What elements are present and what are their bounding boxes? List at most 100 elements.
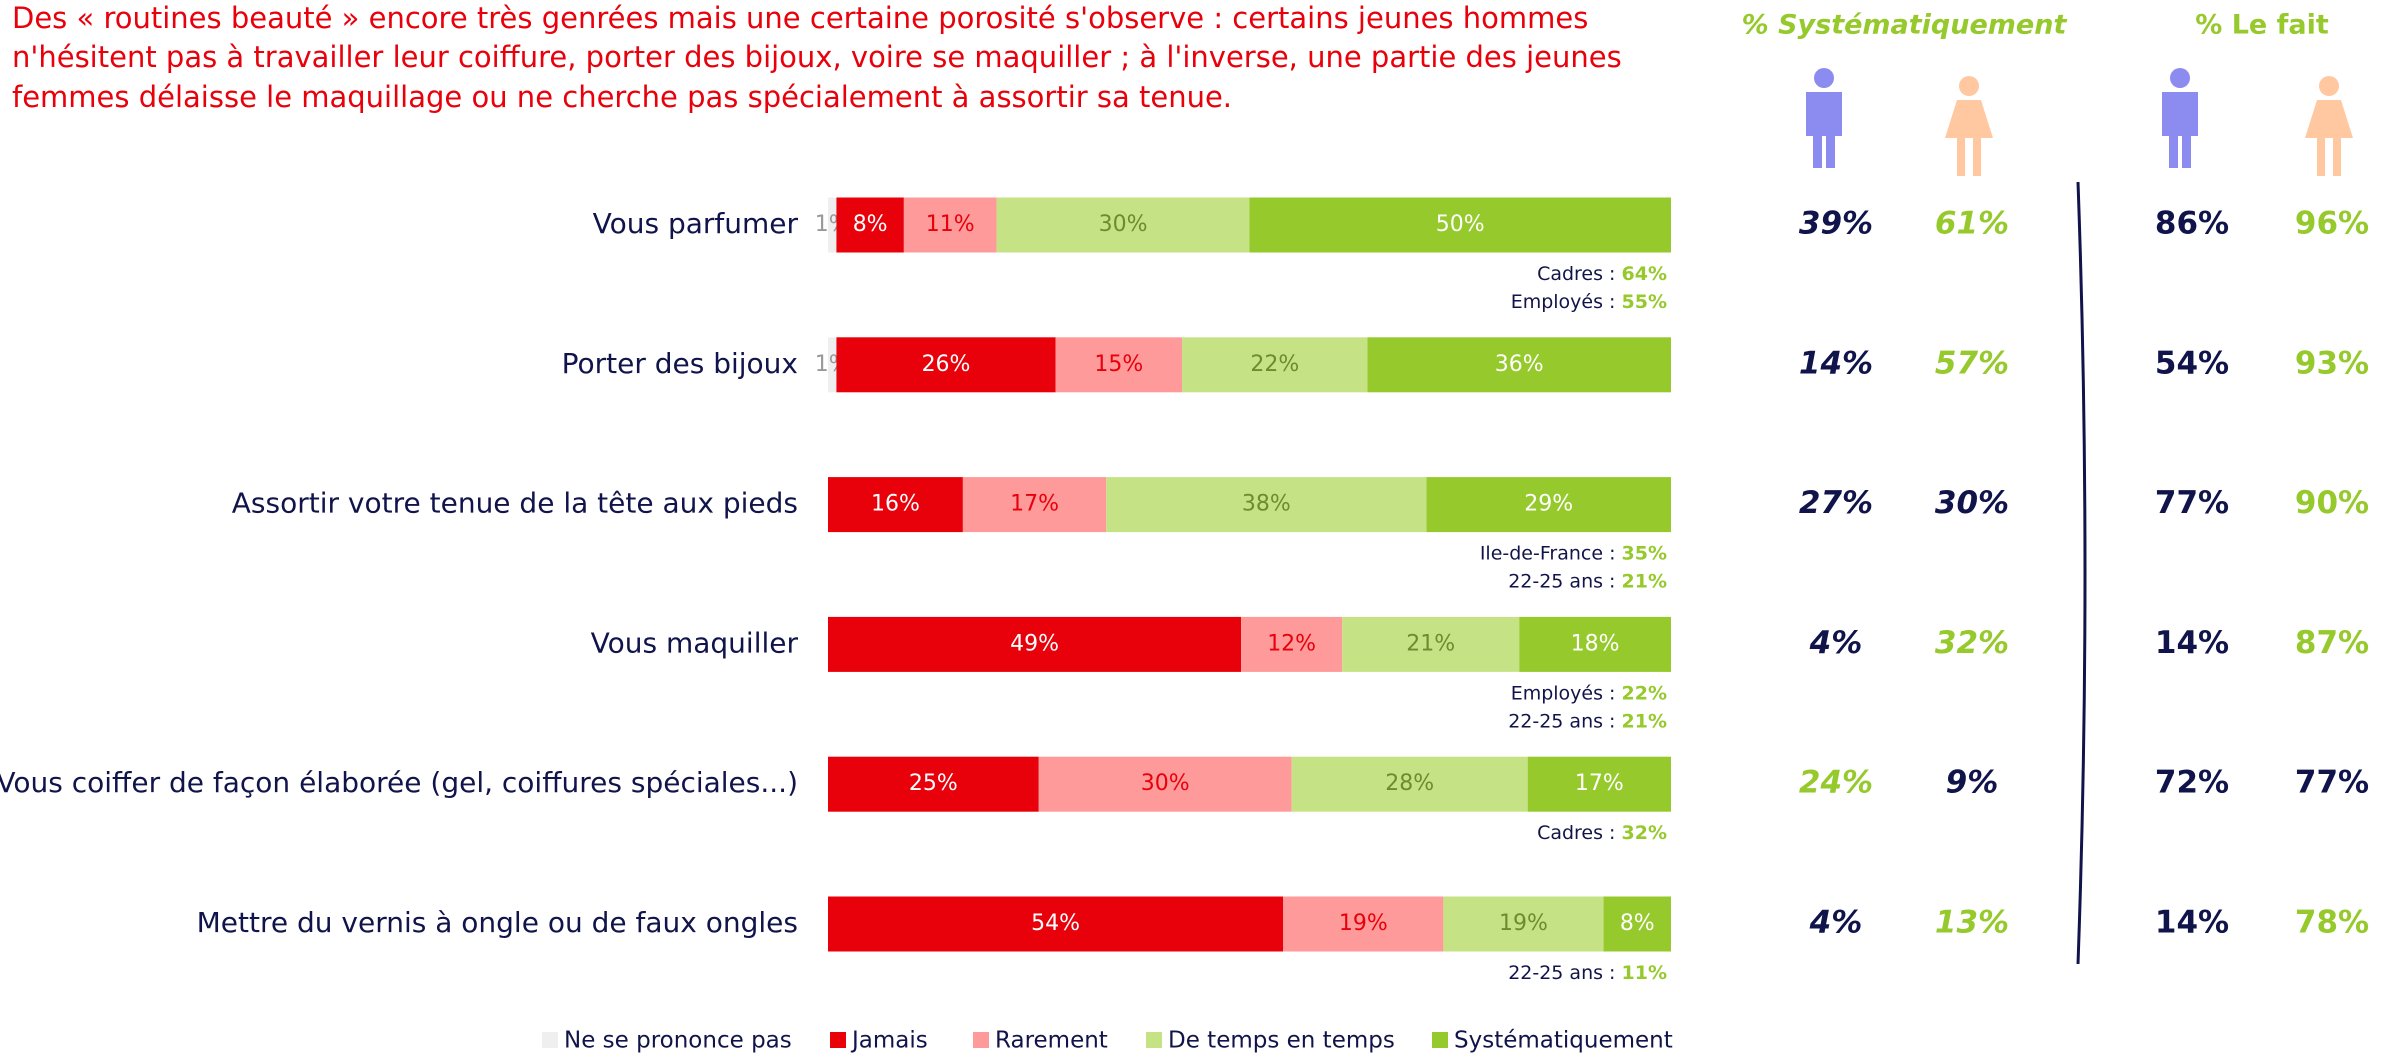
side-value: 4% [1809,625,1863,661]
legend-swatch [1432,1032,1448,1048]
person-icon-body [1945,100,1993,176]
side-value: 4% [1809,905,1863,941]
value-label: 29% [1524,492,1573,517]
bar-segment [828,477,963,533]
value-label: 19% [1499,911,1548,936]
note-label: Employés : [1511,291,1616,313]
value-label: 30% [1141,771,1190,796]
note: 22-25 ans : 21% [1508,710,1667,732]
note: Employés : 55% [1511,291,1667,313]
note-label: 22-25 ans : [1508,570,1615,592]
note: 22-25 ans : 11% [1508,962,1667,984]
bar-segment [1249,197,1671,253]
value-label: 16% [871,492,920,517]
person-icon-body [1806,92,1842,168]
bar-segment [1367,337,1671,393]
note: Cadres : 64% [1537,263,1667,285]
title-line: femmes délaisse le maquillage ou ne cher… [12,80,1232,114]
bar-segment [962,477,1107,533]
bar-segment [1443,896,1604,952]
note-value: 64% [1622,263,1667,285]
bar-segment [1241,616,1343,672]
side-value: 93% [2295,345,2369,381]
bar-segment [1603,896,1671,952]
side-value: 24% [1799,765,1873,801]
bar-segment [1055,337,1183,393]
side-value: 72% [2155,765,2229,801]
person-icon-head [1814,68,1834,88]
bar-segment [828,896,1284,952]
value-label: 11% [926,212,975,237]
value-label: 17% [1575,771,1624,796]
person-icon-head [2319,76,2339,96]
value-label: 15% [1094,352,1143,377]
side-value: 57% [1935,345,2009,381]
note-value: 55% [1622,291,1667,313]
bar-segment [1426,477,1671,533]
bar-segment [828,197,837,253]
side-value: 77% [2155,485,2229,521]
value-label: 8% [1620,911,1655,936]
side-value: 27% [1799,485,1873,521]
person-icon-head [2170,68,2190,88]
note-value: 21% [1622,570,1667,592]
legend-label: Rarement [995,1028,1108,1053]
title-line: Des « routines beauté » encore très genr… [12,1,1588,35]
bar-segment [1038,756,1292,812]
value-label: 17% [1010,492,1059,517]
bar-segment [1182,337,1368,393]
legend-label: Ne se prononce pas [564,1028,792,1053]
person-icon-head [1959,76,1979,96]
note-label: Cadres : [1537,822,1615,844]
bar-segment [828,337,837,393]
note-value: 11% [1622,962,1667,984]
note-label: Employés : [1511,682,1616,704]
value-label: 21% [1406,631,1455,656]
side-value: 13% [1935,905,2009,941]
bar-segment [828,616,1242,672]
side-value: 96% [2295,206,2369,242]
note: Cadres : 32% [1537,822,1667,844]
divider [2076,181,2087,965]
bar-segment [1519,616,1671,672]
side-value: 30% [1935,485,2009,521]
category-label: Assortir votre tenue de la tête aux pied… [232,487,798,520]
note: Employés : 22% [1511,682,1667,704]
side-value: 14% [2155,625,2229,661]
value-label: 38% [1242,492,1291,517]
value-label: 50% [1436,212,1485,237]
category-label: Mettre du vernis à ongle ou de faux ongl… [197,906,798,939]
side-value: 39% [1799,206,1873,242]
legend-label: De temps en temps [1168,1028,1395,1053]
bar-segment [996,197,1250,253]
value-label: 36% [1495,352,1544,377]
side-title: % Le fait [2195,10,2329,41]
note: Ile-de-France : 35% [1480,542,1667,564]
legend-label: Jamais [850,1028,928,1053]
side-value: 9% [1946,765,1999,801]
side-value: 14% [2155,905,2229,941]
legend-swatch [973,1032,989,1048]
note: 22-25 ans : 21% [1508,570,1667,592]
category-label: Vous maquiller [591,626,799,659]
note-label: 22-25 ans : [1508,710,1615,732]
value-label: 30% [1099,212,1148,237]
side-title: % Systématiquement [1742,10,2068,41]
value-label: 25% [909,771,958,796]
person-icon-body [2162,92,2198,168]
bar-segment [836,337,1056,393]
legend-label: Systématiquement [1454,1028,1673,1053]
category-label: Vous coiffer de façon élaborée (gel, coi… [0,766,798,799]
bar-segment [828,756,1039,812]
note-value: 21% [1622,710,1667,732]
note-value: 35% [1622,542,1667,564]
value-label: 49% [1010,631,1059,656]
side-value: 61% [1935,206,2009,242]
value-label: 8% [853,212,888,237]
legend-swatch [830,1032,846,1048]
value-label: 26% [922,352,971,377]
note-value: 22% [1622,682,1667,704]
value-label: 19% [1339,911,1388,936]
value-label: 28% [1385,771,1434,796]
category-label: Vous parfumer [593,207,799,240]
